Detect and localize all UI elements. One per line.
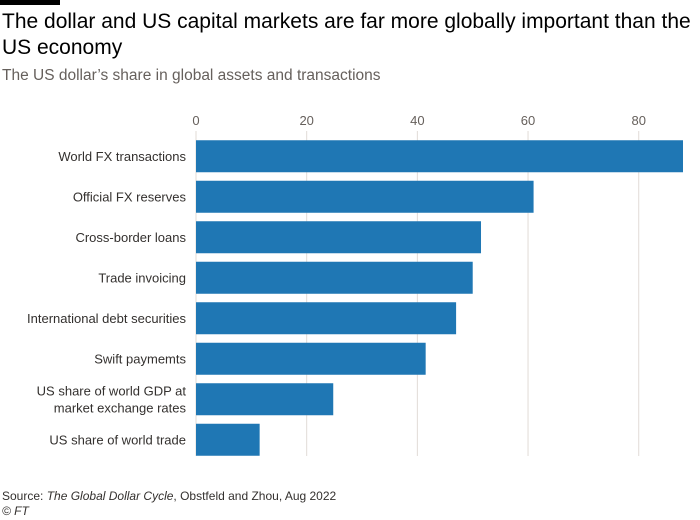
- x-tick-label: 0: [192, 113, 199, 128]
- bar: [196, 180, 534, 213]
- source-title: The Global Dollar Cycle: [46, 489, 174, 503]
- bar: [196, 140, 683, 173]
- category-label: US share of world trade: [49, 432, 186, 447]
- x-tick-label: 20: [299, 113, 313, 128]
- source-rest: , Obstfeld and Zhou, Aug 2022: [173, 489, 337, 503]
- footer: Source: The Global Dollar Cycle, Obstfel…: [2, 489, 336, 519]
- brand-bar: [0, 0, 60, 5]
- x-tick-label: 80: [631, 113, 645, 128]
- bar: [196, 221, 482, 254]
- source-note: Source: The Global Dollar Cycle, Obstfel…: [2, 489, 336, 504]
- x-tick-label: 40: [410, 113, 424, 128]
- bar-chart: 0 20 40 60 80 World FX transactions Official F…: [27, 113, 683, 456]
- bar: [196, 261, 473, 294]
- category-label: Swift paymemts: [94, 351, 186, 366]
- category-label: Official FX reserves: [73, 189, 187, 204]
- bar: [196, 302, 457, 335]
- category-label: market exchange rates: [54, 400, 187, 415]
- bar: [196, 383, 334, 416]
- category-label: World FX transactions: [58, 149, 186, 164]
- bar: [196, 342, 426, 375]
- chart-subtitle: The US dollar’s share in global assets a…: [2, 67, 381, 84]
- chart-title: The dollar and US capital markets are fa…: [2, 10, 691, 59]
- x-tick-label: 60: [521, 113, 535, 128]
- category-label: Cross-border loans: [75, 230, 186, 245]
- category-label: Trade invoicing: [98, 270, 186, 285]
- category-label: International debt securities: [27, 311, 186, 326]
- bar: [196, 423, 260, 456]
- category-label: US share of world GDP at: [37, 383, 187, 398]
- copyright: © FT: [2, 504, 29, 518]
- source-prefix: Source:: [2, 489, 47, 503]
